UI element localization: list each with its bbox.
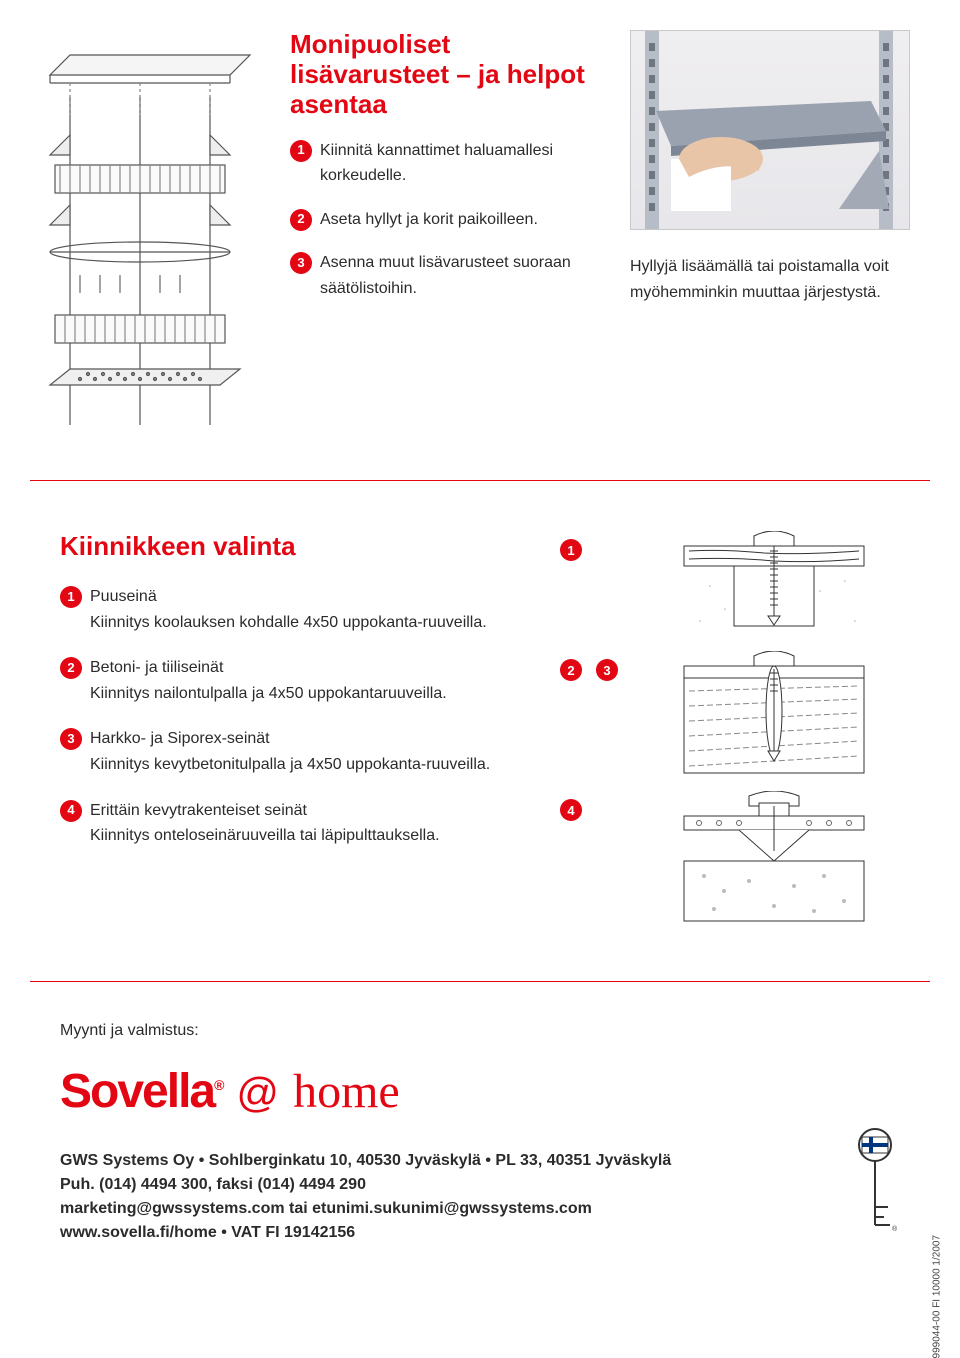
fixing-title: Harkko- ja Siporex-seinät	[90, 730, 270, 747]
shelf-illustration	[10, 30, 270, 440]
step-text: Asenna muut lisävarusteet suoraan säätöl…	[320, 250, 610, 301]
fixing-desc: Kiinnitys koolauksen kohdalle 4x50 uppok…	[90, 614, 487, 631]
brand-main: Sovella	[60, 1065, 214, 1118]
fixing-item: 3 Harkko- ja Siporex-seinät Kiinnitys ke…	[60, 726, 530, 777]
fixing-badge: 4	[60, 800, 82, 822]
brand-registered: ®	[214, 1077, 222, 1093]
sales-label: Myynti ja valmistus:	[60, 1022, 920, 1040]
fixing-desc: Kiinnitys kevytbetonitulpalla ja 4x50 up…	[90, 756, 490, 773]
fixings-section: Kiinnikkeen valinta 1 Puuseinä Kiinnitys…	[0, 481, 960, 981]
fixing-item: 1 Puuseinä Kiinnitys koolauksen kohdalle…	[60, 584, 530, 635]
fixings-diagrams: 1	[560, 531, 920, 931]
steps-heading: Monipuoliset lisävarusteet – ja helpot a…	[290, 30, 610, 120]
step-item: 3 Asenna muut lisävarusteet suoraan säät…	[290, 250, 610, 301]
wood-wall-diagram-icon	[654, 531, 894, 641]
contact-line: marketing@gwssystems.com tai etunimi.suk…	[60, 1197, 920, 1221]
print-code: 999044-00 FI 10000 1/2007	[931, 1235, 942, 1358]
fixing-badge: 1	[60, 586, 82, 608]
fixing-item: 2 Betoni- ja tiiliseinät Kiinnitys nailo…	[60, 655, 530, 706]
fixing-item: 4 Erittäin kevytrakenteiset seinät Kiinn…	[60, 798, 530, 849]
footer-section: Myynti ja valmistus: Sovella® @ home GWS…	[0, 982, 960, 1275]
photo-column: Hyllyjä lisäämällä tai poistamalla voit …	[630, 30, 920, 440]
brand-logo: Sovella® @ home	[60, 1064, 920, 1119]
contact-line: www.sovella.fi/home • VAT FI 19142156	[60, 1221, 920, 1245]
step-badge: 3	[290, 252, 312, 274]
fixing-title: Puuseinä	[90, 588, 157, 605]
photo-caption: Hyllyjä lisäämällä tai poistamalla voit …	[630, 254, 920, 305]
contact-block: GWS Systems Oy • Sohlberginkatu 10, 4053…	[60, 1149, 920, 1245]
fixing-desc: Kiinnitys nailontulpalla ja 4x50 uppokan…	[90, 685, 447, 702]
fixing-badge: 2	[60, 657, 82, 679]
installation-photo	[630, 30, 910, 230]
diagram-row: 1	[560, 531, 920, 641]
key-flag-logo-icon: ®	[850, 1125, 900, 1235]
step-text: Aseta hyllyt ja korit paikoilleen.	[320, 207, 610, 233]
step-badge: 2	[290, 209, 312, 231]
fixings-heading: Kiinnikkeen valinta	[60, 531, 530, 562]
contact-line: GWS Systems Oy • Sohlberginkatu 10, 4053…	[60, 1149, 920, 1173]
diagram-row: 4	[560, 791, 920, 931]
diagram-badge: 4	[560, 799, 582, 821]
fixings-text: Kiinnikkeen valinta 1 Puuseinä Kiinnitys…	[60, 531, 560, 931]
diagram-row: 2 3	[560, 651, 920, 781]
step-item: 2 Aseta hyllyt ja korit paikoilleen.	[290, 207, 610, 233]
shelving-diagram-icon	[20, 35, 260, 435]
fixing-title: Betoni- ja tiiliseinät	[90, 659, 223, 676]
concrete-wall-diagram-icon	[654, 651, 894, 781]
step-badge: 1	[290, 140, 312, 162]
diagram-badge: 2	[560, 659, 582, 681]
diagram-badge: 1	[560, 539, 582, 561]
brand-at: @	[236, 1069, 279, 1117]
step-item: 1 Kiinnitä kannattimet haluamallesi kork…	[290, 138, 610, 189]
top-section: Monipuoliset lisävarusteet – ja helpot a…	[0, 0, 960, 480]
step-text: Kiinnitä kannattimet haluamallesi korkeu…	[320, 138, 610, 189]
steps-column: Monipuoliset lisävarusteet – ja helpot a…	[270, 30, 630, 440]
contact-line: Puh. (014) 4494 300, faksi (014) 4494 29…	[60, 1173, 920, 1197]
lightweight-wall-diagram-icon	[654, 791, 894, 931]
diagram-badge: 3	[596, 659, 618, 681]
svg-text:®: ®	[892, 1225, 898, 1233]
fixing-desc: Kiinnitys onteloseinäruuveilla tai läpip…	[90, 827, 440, 844]
fixing-title: Erittäin kevytrakenteiset seinät	[90, 802, 307, 819]
fixing-badge: 3	[60, 728, 82, 750]
brand-home: home	[293, 1064, 400, 1119]
